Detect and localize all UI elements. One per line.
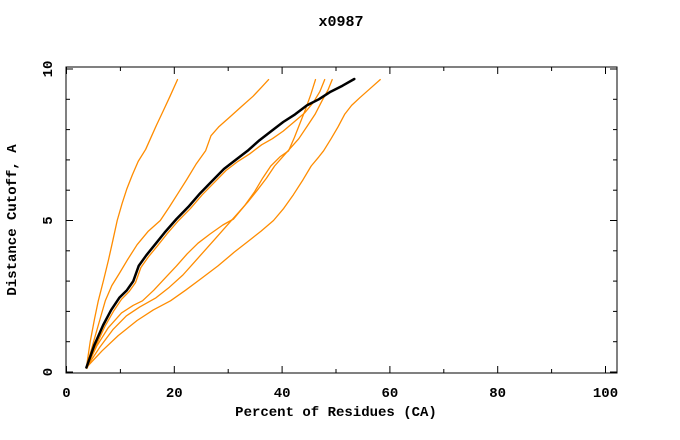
- x-tick-label: 0: [62, 386, 70, 402]
- orange-curve-1: [85, 78, 179, 369]
- y-tick-label: 10: [41, 61, 57, 78]
- orange-curve-6: [85, 78, 381, 369]
- chart-title: x0987: [318, 14, 363, 31]
- plot-frame: [65, 66, 618, 374]
- y-axis-label: Distance Cutoff, A: [5, 144, 21, 296]
- orange-curve-4: [86, 78, 326, 370]
- x-tick-label: 40: [274, 386, 291, 402]
- orange-curve-5: [85, 78, 333, 369]
- black-curve: [85, 77, 356, 369]
- x-tick-label: 100: [593, 386, 618, 402]
- x-axis-label: Percent of Residues (CA): [235, 405, 437, 421]
- orange-curve-2: [85, 78, 270, 369]
- orange-curve-3: [85, 78, 317, 369]
- x-tick-label: 80: [489, 386, 506, 402]
- x-tick-label: 60: [381, 386, 398, 402]
- y-tick-label: 5: [41, 216, 57, 224]
- plot-area: 0 20 40 60 80 100 0 5 10: [41, 61, 618, 402]
- x-tick-label: 20: [166, 386, 183, 402]
- y-tick-label: 0: [41, 368, 57, 376]
